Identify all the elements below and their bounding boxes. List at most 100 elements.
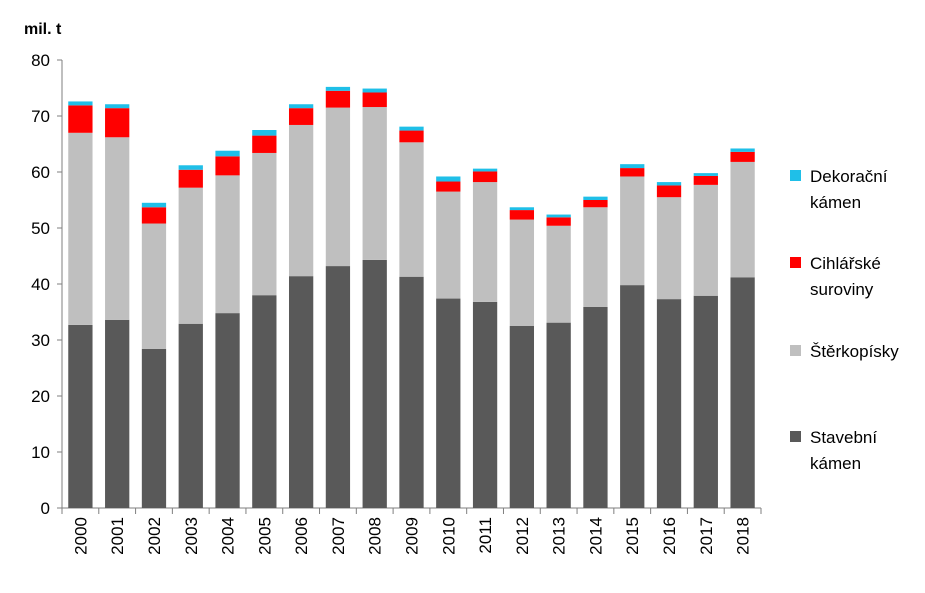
bar-segment: [509, 207, 535, 211]
bar-segment: [730, 277, 755, 508]
bar-segment: [325, 90, 351, 108]
bar-segment: [436, 298, 461, 508]
bar-segment: [288, 276, 314, 508]
bar-segment: [399, 276, 424, 508]
y-tick-label: 60: [31, 163, 50, 182]
legend-label-line: Cihlářské: [810, 254, 881, 273]
x-tick-label: 2005: [255, 517, 274, 555]
x-tick-label: 2014: [586, 517, 605, 555]
bar-segment: [472, 182, 498, 302]
bar-segment: [656, 182, 682, 186]
bar-segment: [105, 137, 130, 320]
bar-segment: [215, 313, 240, 508]
bar-segment: [178, 169, 203, 188]
bar-segment: [325, 107, 351, 267]
legend-label: Stavební kámen: [810, 425, 877, 477]
bar-segment: [656, 299, 682, 508]
bar-segment: [325, 266, 351, 508]
bar-segment: [546, 214, 571, 218]
x-tick-label: 2007: [329, 517, 348, 555]
x-tick-label: 2000: [71, 517, 90, 555]
x-tick-label: 2006: [292, 517, 311, 555]
x-tick-label: 2015: [623, 517, 642, 555]
bar-segment: [436, 191, 461, 299]
bar-segment: [105, 108, 130, 138]
bar-segment: [252, 295, 277, 508]
bar-segment: [288, 124, 314, 277]
bar-segment: [215, 175, 240, 314]
legend-label: Cihlářské suroviny: [810, 251, 881, 303]
bar-segment: [105, 319, 130, 508]
x-tick-label: 2004: [219, 517, 238, 555]
x-tick-label: 2010: [439, 517, 458, 555]
bar-segment: [141, 207, 167, 224]
bar-segment: [399, 130, 424, 143]
y-tick-label: 70: [31, 107, 50, 126]
bar-segment: [546, 225, 571, 323]
y-tick-label: 20: [31, 387, 50, 406]
bar-segment: [362, 259, 387, 508]
legend-item: Štěrkopísky: [790, 339, 899, 365]
legend-item: Stavební kámen: [790, 425, 877, 477]
legend-label-line: Stavební: [810, 428, 878, 447]
bar-segment: [141, 202, 167, 208]
bar-segment: [656, 197, 682, 300]
y-tick-label: 0: [41, 499, 50, 518]
x-tick-label: 2002: [145, 517, 164, 555]
bar-segment: [620, 176, 645, 286]
bar-segment: [325, 86, 351, 91]
legend-swatch: [790, 170, 801, 181]
bar-segment: [68, 132, 93, 325]
legend-label-line: kámen: [810, 454, 862, 473]
bar-segment: [399, 126, 424, 131]
bar-segment: [288, 104, 314, 109]
bar-segment: [509, 326, 535, 508]
bar-segment: [583, 196, 608, 200]
y-tick-label: 10: [31, 443, 50, 462]
y-tick-label: 50: [31, 219, 50, 238]
bar-segment: [620, 285, 645, 508]
bar-segment: [693, 184, 718, 296]
bar-segment: [252, 130, 277, 136]
legend-item: Dekorační kámen: [790, 164, 887, 216]
x-tick-label: 2009: [403, 517, 422, 555]
bar-segment: [105, 104, 130, 109]
bar-segment: [509, 210, 535, 220]
plot-area: 0 10 20 30 40 50 60 70 80 2000 2001 2002 2003 2004 200…: [31, 51, 762, 555]
y-tick-label: 30: [31, 331, 50, 350]
bar-segment: [583, 200, 608, 208]
legend-swatch: [790, 431, 801, 442]
bar-segment: [730, 161, 755, 278]
legend-label: Štěrkopísky: [810, 339, 899, 365]
x-tick-label: 2001: [108, 517, 127, 555]
bar-segment: [620, 164, 645, 169]
bar-segment: [362, 88, 387, 93]
x-tick-label: 2008: [366, 517, 385, 555]
legend-item: Cihlářské suroviny: [790, 251, 881, 303]
bar-segment: [178, 187, 203, 324]
bar-segment: [215, 150, 240, 157]
bar-segment: [472, 168, 498, 172]
bar-segment: [472, 301, 498, 508]
bar-segment: [215, 156, 240, 176]
legend-label-line: suroviny: [810, 280, 874, 299]
bar-segment: [68, 101, 93, 106]
bar-segment: [141, 223, 167, 349]
legend-swatch: [790, 345, 801, 356]
bar-segment: [730, 151, 755, 162]
bar-segment: [141, 348, 167, 508]
bar-segment: [68, 105, 93, 133]
bar-segment: [620, 168, 645, 177]
x-tick-label: 2013: [550, 517, 569, 555]
bar-segment: [509, 219, 535, 326]
bar-segment: [362, 92, 387, 108]
legend-label: Dekorační kámen: [810, 164, 887, 216]
bar-segment: [252, 135, 277, 153]
bar-segment: [583, 306, 608, 508]
bar-segment: [546, 217, 571, 226]
y-tick-label: 80: [31, 51, 50, 70]
legend-label-line: Dekorační: [810, 167, 888, 186]
bar-segment: [436, 176, 461, 182]
bar-segment: [399, 142, 424, 277]
